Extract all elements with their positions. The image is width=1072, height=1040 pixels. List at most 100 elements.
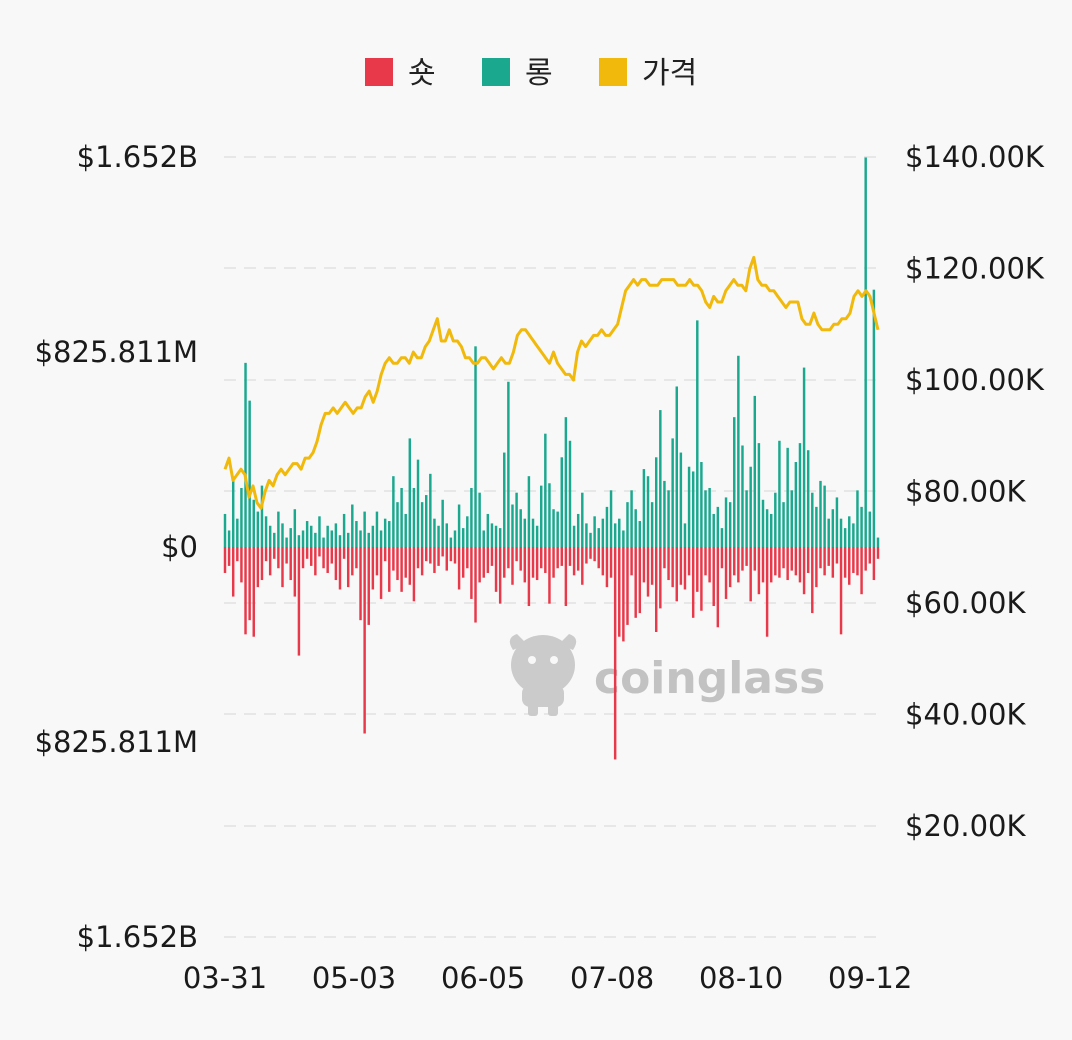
short-bar[interactable] (671, 547, 674, 588)
short-bar[interactable] (297, 547, 301, 656)
short-bar[interactable] (654, 547, 658, 632)
long-bar[interactable] (412, 487, 416, 547)
long-bar[interactable] (622, 530, 625, 547)
long-bar[interactable] (753, 395, 757, 547)
long-bar[interactable] (823, 485, 826, 547)
long-bar[interactable] (576, 513, 580, 547)
long-bar[interactable] (515, 492, 518, 547)
short-bar[interactable] (683, 547, 687, 590)
long-bar[interactable] (835, 497, 839, 547)
long-bar[interactable] (593, 516, 596, 547)
short-bar[interactable] (540, 547, 543, 569)
long-bar[interactable] (425, 495, 428, 547)
short-bar[interactable] (244, 547, 247, 635)
long-bar[interactable] (437, 525, 440, 547)
long-bar[interactable] (712, 513, 715, 547)
long-bar[interactable] (318, 516, 321, 547)
long-bar[interactable] (663, 480, 666, 547)
short-bar[interactable] (724, 547, 728, 599)
short-bar[interactable] (839, 547, 843, 635)
long-bar[interactable] (359, 530, 362, 547)
long-bar[interactable] (334, 523, 338, 547)
long-bar[interactable] (400, 487, 403, 547)
short-bar[interactable] (453, 547, 457, 564)
long-bar[interactable] (769, 513, 773, 547)
short-bar[interactable] (757, 547, 761, 595)
long-bar[interactable] (277, 511, 280, 547)
long-bar[interactable] (326, 525, 329, 547)
short-bar[interactable] (667, 547, 670, 581)
long-bar[interactable] (408, 438, 412, 547)
short-bar[interactable] (716, 547, 720, 628)
long-bar[interactable] (568, 440, 572, 547)
long-bar[interactable] (355, 521, 358, 547)
long-bar[interactable] (396, 502, 399, 547)
long-bar[interactable] (264, 516, 268, 547)
short-bar[interactable] (371, 547, 375, 590)
long-bar[interactable] (433, 518, 436, 547)
long-bar[interactable] (273, 532, 276, 547)
long-bar[interactable] (811, 492, 814, 547)
long-bar[interactable] (815, 506, 818, 547)
short-bar[interactable] (733, 547, 736, 576)
short-bar[interactable] (285, 547, 288, 564)
long-bar[interactable] (535, 525, 539, 547)
long-bar[interactable] (305, 521, 309, 547)
long-bar[interactable] (478, 492, 481, 547)
long-bar[interactable] (379, 530, 383, 547)
short-bar[interactable] (375, 547, 379, 576)
short-bar[interactable] (305, 547, 309, 559)
long-bar[interactable] (585, 523, 588, 547)
short-bar[interactable] (351, 547, 354, 576)
long-bar[interactable] (724, 497, 728, 547)
short-bar[interactable] (396, 547, 399, 581)
long-bar[interactable] (843, 528, 847, 547)
long-bar[interactable] (757, 443, 761, 547)
long-bar[interactable] (704, 490, 707, 547)
short-bar[interactable] (342, 547, 346, 559)
long-bar[interactable] (564, 417, 568, 547)
short-bar[interactable] (268, 547, 272, 576)
long-bar[interactable] (642, 469, 646, 547)
short-bar[interactable] (433, 547, 436, 573)
short-bar[interactable] (687, 547, 691, 576)
short-bar[interactable] (449, 547, 453, 562)
short-bar[interactable] (236, 547, 239, 562)
short-bar[interactable] (367, 547, 370, 625)
short-bar[interactable] (310, 547, 313, 566)
short-bar[interactable] (383, 547, 387, 562)
long-bar[interactable] (860, 506, 863, 547)
long-bar[interactable] (654, 457, 658, 547)
short-bar[interactable] (749, 547, 752, 602)
long-bar[interactable] (519, 509, 522, 547)
long-bar[interactable] (527, 476, 531, 547)
long-bar[interactable] (470, 487, 473, 547)
long-bar[interactable] (371, 525, 375, 547)
short-bar[interactable] (544, 547, 547, 573)
long-bar[interactable] (852, 523, 855, 547)
short-bar[interactable] (498, 547, 502, 604)
short-bar[interactable] (511, 547, 514, 585)
short-bar[interactable] (227, 547, 231, 566)
short-bar[interactable] (638, 547, 642, 614)
short-bar[interactable] (679, 547, 683, 585)
short-bar[interactable] (765, 547, 769, 637)
price-line[interactable] (223, 255, 880, 510)
short-bar[interactable] (240, 547, 243, 583)
long-bar[interactable] (445, 523, 448, 547)
short-bar[interactable] (273, 547, 276, 559)
long-bar[interactable] (293, 509, 297, 547)
short-bar[interactable] (334, 547, 338, 581)
long-bar[interactable] (626, 502, 629, 547)
long-bar[interactable] (691, 471, 695, 547)
short-bar[interactable] (457, 547, 461, 590)
short-bar[interactable] (519, 547, 522, 571)
short-bar[interactable] (852, 547, 855, 573)
short-bar[interactable] (486, 547, 490, 573)
long-bar[interactable] (474, 346, 477, 547)
long-bar[interactable] (351, 504, 354, 547)
long-bar[interactable] (794, 462, 798, 547)
short-bar[interactable] (359, 547, 362, 621)
long-bar[interactable] (650, 502, 654, 547)
short-bar[interactable] (802, 547, 806, 595)
